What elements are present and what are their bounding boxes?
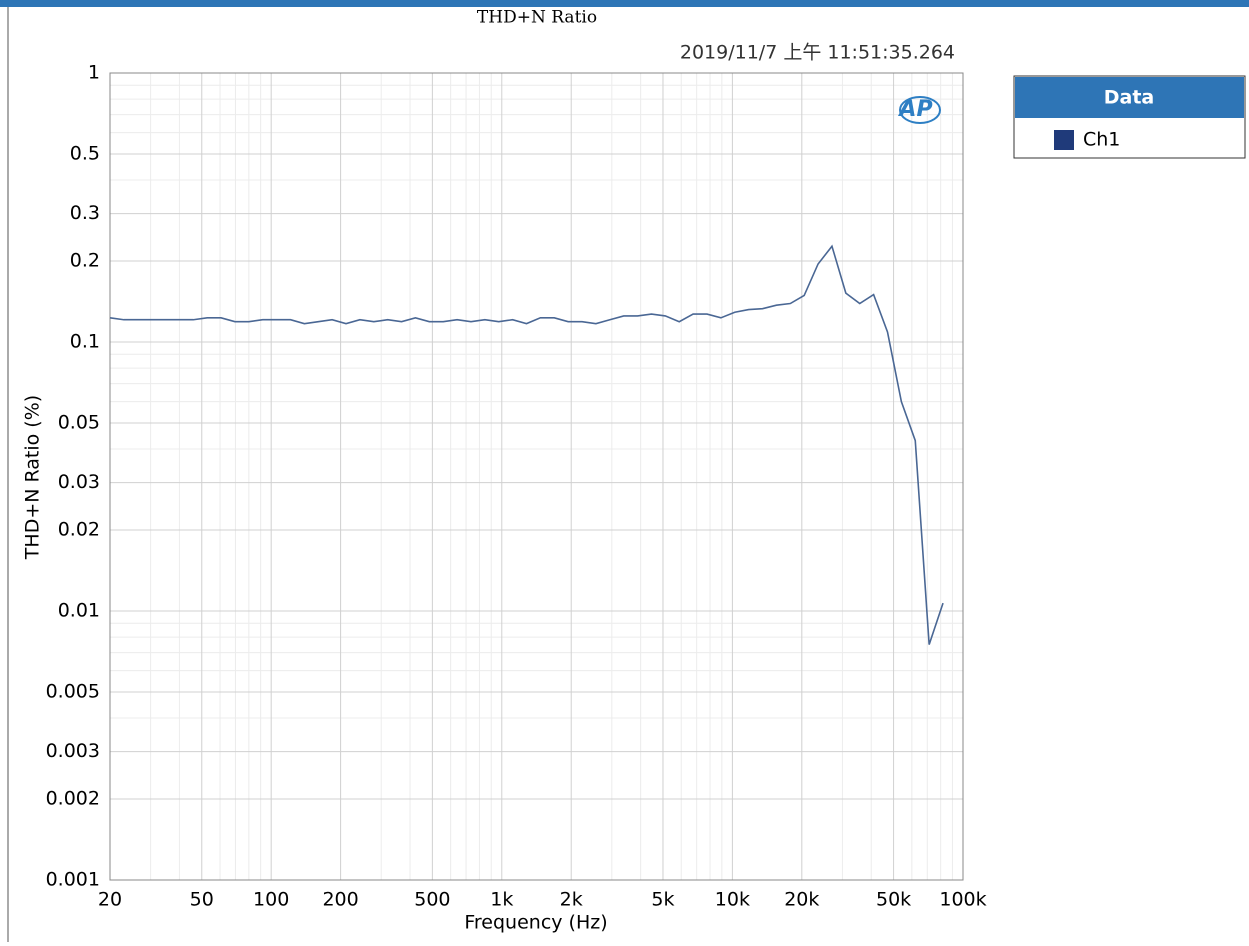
grid	[109, 72, 964, 881]
y-tick-label: 0.1	[70, 331, 100, 353]
y-tick-label: 0.3	[70, 202, 100, 224]
x-tick-label: 100	[253, 889, 289, 911]
y-tick-label: 0.2	[70, 250, 100, 272]
y-tick-label: 0.001	[46, 869, 100, 891]
y-tick-label: 0.05	[58, 411, 100, 433]
y-axis-label: THD+N Ratio (%)	[22, 395, 44, 560]
chart-title: THD+N Ratio	[477, 8, 597, 28]
window-bar	[0, 0, 1249, 7]
timestamp: 2019/11/7 上午 11:51:35.264	[680, 42, 955, 64]
y-tick-label: 0.002	[46, 788, 100, 810]
x-tick-label: 50k	[876, 889, 911, 911]
logo: AP	[897, 97, 932, 122]
x-tick-label: 50	[190, 889, 214, 911]
plot-frame	[109, 72, 964, 881]
data-line	[109, 244, 944, 645]
x-tick-label: 500	[414, 889, 450, 911]
x-axis-label: Frequency (Hz)	[464, 912, 607, 934]
x-tick-label: 2k	[560, 889, 583, 911]
x-tick-label: 20k	[784, 889, 819, 911]
x-tick-label: 100k	[939, 889, 986, 911]
x-tick-label: 200	[322, 889, 358, 911]
legend-title: Data	[1104, 87, 1155, 109]
x-tick-label: 20	[98, 889, 122, 911]
y-tick-label: 0.03	[58, 471, 100, 493]
legend-swatch	[1054, 130, 1074, 150]
legend-header	[1015, 77, 1244, 118]
y-tick-label: 0.003	[46, 740, 100, 762]
x-tick-label: 5k	[651, 889, 674, 911]
legend-label: Ch1	[1083, 129, 1120, 151]
y-tick-label: 0.01	[58, 600, 100, 622]
y-tick-label: 0.005	[46, 680, 100, 702]
logo-ring	[899, 96, 941, 124]
x-tick-label: 1k	[490, 889, 513, 911]
y-tick-label: 0.02	[58, 519, 100, 541]
y-tick-label: 1	[88, 62, 100, 84]
y-tick-label: 0.5	[70, 142, 100, 164]
x-tick-label: 10k	[715, 889, 750, 911]
